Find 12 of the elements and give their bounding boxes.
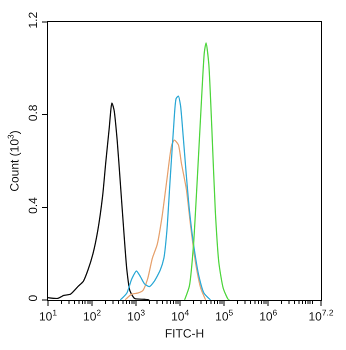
- x-tick-label: 10$^{3}$: [127, 307, 146, 324]
- x-tick-label: 10$^{4}$: [171, 307, 190, 324]
- y-tick-label: 0: [26, 294, 40, 302]
- x-tick-label: 10$^{7.2}$: [308, 307, 334, 324]
- x-tick-label: 10$^{6}$: [259, 307, 278, 324]
- x-tick-label: 10$^{5}$: [215, 307, 234, 324]
- x-axis-title: FITC-H: [164, 326, 204, 340]
- y-tick-label: 0.8: [26, 104, 40, 122]
- x-tick-label: 10$^{2}$: [83, 307, 102, 324]
- x-tick-label: 10$^{1}$: [38, 307, 58, 324]
- y-tick-label: 1.2: [26, 12, 40, 29]
- y-tick-label: 0.4: [26, 196, 40, 214]
